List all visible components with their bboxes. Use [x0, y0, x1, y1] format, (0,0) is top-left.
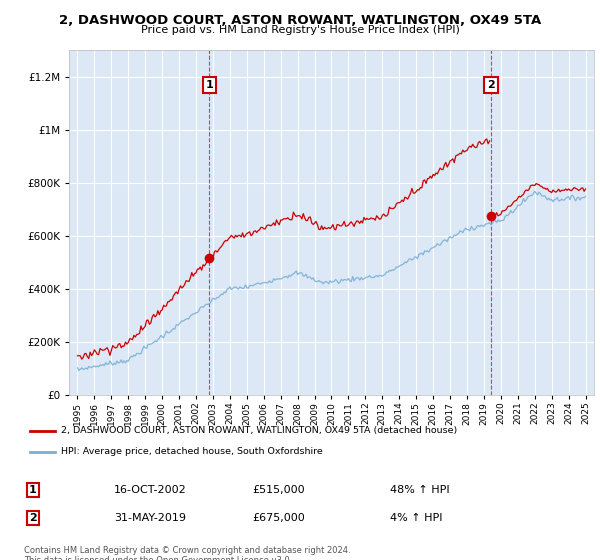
Text: 1: 1 [29, 485, 37, 495]
Text: £675,000: £675,000 [252, 513, 305, 523]
Text: 2, DASHWOOD COURT, ASTON ROWANT, WATLINGTON, OX49 5TA (detached house): 2, DASHWOOD COURT, ASTON ROWANT, WATLING… [61, 426, 457, 435]
Text: Contains HM Land Registry data © Crown copyright and database right 2024.
This d: Contains HM Land Registry data © Crown c… [24, 546, 350, 560]
Text: 16-OCT-2002: 16-OCT-2002 [114, 485, 187, 495]
Text: 1: 1 [206, 80, 213, 90]
Text: 2: 2 [487, 80, 495, 90]
Text: 4% ↑ HPI: 4% ↑ HPI [390, 513, 443, 523]
Text: £515,000: £515,000 [252, 485, 305, 495]
Text: HPI: Average price, detached house, South Oxfordshire: HPI: Average price, detached house, Sout… [61, 447, 322, 456]
Text: 2, DASHWOOD COURT, ASTON ROWANT, WATLINGTON, OX49 5TA: 2, DASHWOOD COURT, ASTON ROWANT, WATLING… [59, 14, 541, 27]
Text: 2: 2 [29, 513, 37, 523]
Text: 31-MAY-2019: 31-MAY-2019 [114, 513, 186, 523]
Text: 48% ↑ HPI: 48% ↑ HPI [390, 485, 449, 495]
Text: Price paid vs. HM Land Registry's House Price Index (HPI): Price paid vs. HM Land Registry's House … [140, 25, 460, 35]
